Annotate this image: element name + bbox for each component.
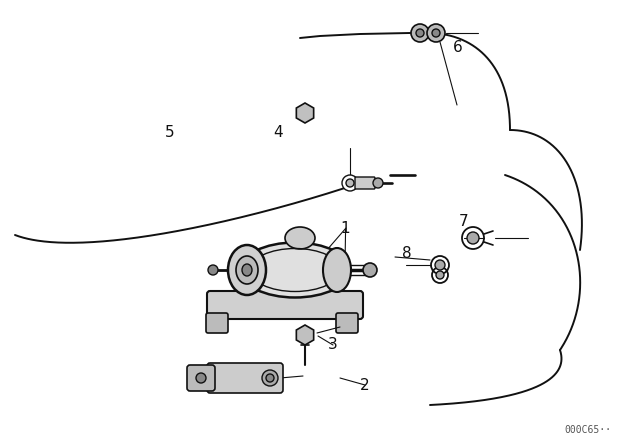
Circle shape	[467, 232, 479, 244]
Text: 7: 7	[459, 214, 469, 229]
Ellipse shape	[228, 245, 266, 295]
FancyBboxPatch shape	[206, 313, 228, 333]
Circle shape	[342, 175, 358, 191]
Ellipse shape	[236, 256, 258, 284]
Circle shape	[427, 24, 445, 42]
Ellipse shape	[323, 248, 351, 292]
Text: 8: 8	[401, 246, 412, 261]
FancyBboxPatch shape	[414, 29, 442, 37]
Circle shape	[435, 260, 445, 270]
Polygon shape	[296, 103, 314, 123]
FancyBboxPatch shape	[207, 291, 363, 319]
Text: 2: 2	[360, 378, 370, 393]
Circle shape	[363, 263, 377, 277]
Text: 4: 4	[273, 125, 284, 140]
Circle shape	[411, 24, 429, 42]
Circle shape	[373, 178, 383, 188]
Circle shape	[262, 370, 278, 386]
FancyBboxPatch shape	[187, 365, 215, 391]
FancyBboxPatch shape	[355, 177, 375, 189]
Text: 3: 3	[328, 337, 338, 353]
FancyBboxPatch shape	[207, 363, 283, 393]
Circle shape	[208, 265, 218, 275]
Circle shape	[432, 29, 440, 37]
Text: 1: 1	[340, 221, 351, 236]
Circle shape	[436, 271, 444, 279]
Text: 6: 6	[452, 39, 463, 55]
Ellipse shape	[285, 227, 315, 249]
Polygon shape	[296, 325, 314, 345]
Text: 000C65··: 000C65··	[564, 425, 611, 435]
Ellipse shape	[240, 242, 350, 297]
Circle shape	[346, 179, 354, 187]
FancyBboxPatch shape	[336, 313, 358, 333]
Circle shape	[416, 29, 424, 37]
Circle shape	[266, 374, 274, 382]
Ellipse shape	[242, 264, 252, 276]
Circle shape	[196, 373, 206, 383]
Text: 5: 5	[164, 125, 175, 140]
